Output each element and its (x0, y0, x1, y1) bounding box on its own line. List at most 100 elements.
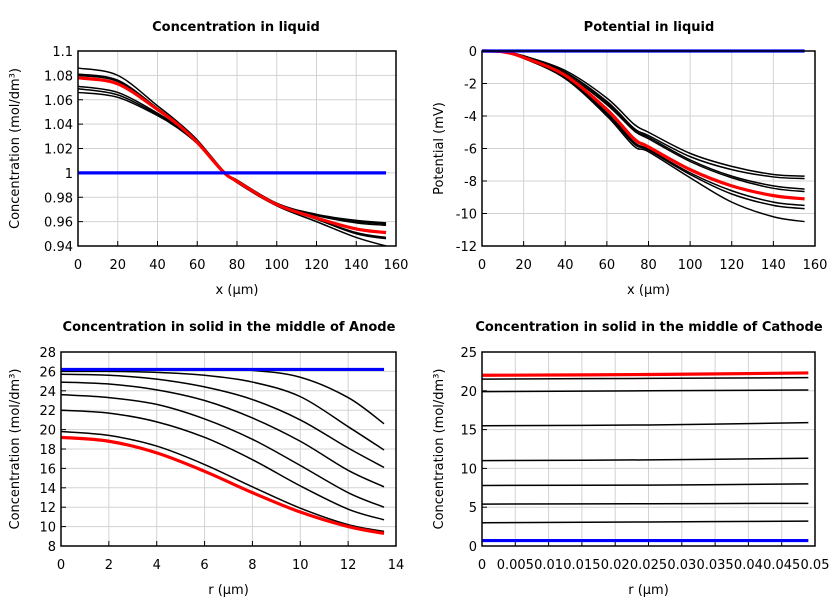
series-line-black (60, 373, 385, 469)
x-tick-label: 0.015 (563, 558, 600, 573)
y-axis-label: Concentration (mol/dm³) (432, 369, 447, 530)
chart-title: Concentration in solid in the middle of … (475, 320, 823, 335)
x-tick-label: 12 (340, 558, 357, 573)
series-line-black (77, 88, 387, 225)
x-tick-label: 20 (109, 258, 126, 273)
series-line-black (481, 421, 809, 427)
y-tick-label: 1.02 (44, 143, 73, 158)
x-axis-label: x (µm) (627, 283, 670, 298)
y-tick-label: -12 (456, 240, 477, 255)
x-tick-label: 10 (292, 558, 309, 573)
x-tick-label: 120 (719, 258, 744, 273)
y-tick-label: 0.96 (44, 216, 73, 231)
series-line-red (481, 49, 805, 201)
subplot-3: Concentration in solid in the middle of … (8, 320, 404, 598)
x-tick-label: 0 (74, 258, 82, 273)
x-tick-label: 0.02 (601, 558, 630, 573)
y-tick-label: 12 (39, 501, 56, 516)
y-tick-label: 1.1 (52, 45, 73, 60)
x-axis-label: r (µm) (208, 583, 249, 598)
x-tick-label: 40 (557, 258, 574, 273)
y-axis-label: Concentration (mol/dm³) (8, 68, 23, 229)
x-tick-label: 2 (105, 558, 113, 573)
x-tick-label: 14 (388, 558, 405, 573)
y-tick-label: 26 (39, 365, 56, 380)
x-tick-label: 4 (153, 558, 161, 573)
y-tick-label: 0.94 (44, 240, 73, 255)
chart-title: Concentration in liquid (152, 20, 320, 35)
series-line-black (481, 50, 805, 177)
x-axis-label: r (µm) (628, 583, 669, 598)
y-tick-label: -2 (464, 78, 477, 93)
series-line-black (481, 483, 809, 487)
y-tick-label: -8 (464, 175, 477, 190)
x-tick-label: 6 (200, 558, 208, 573)
y-tick-label: -6 (464, 143, 477, 158)
x-tick-label: 60 (599, 258, 616, 273)
x-tick-label: 160 (803, 258, 828, 273)
series-line-black (481, 376, 809, 380)
x-tick-label: 0.005 (497, 558, 534, 573)
y-tick-label: 1.04 (44, 118, 73, 133)
x-tick-label: 20 (515, 258, 532, 273)
y-tick-label: -4 (464, 110, 477, 125)
y-axis-label: Potential (mV) (432, 102, 447, 195)
y-tick-label: 14 (39, 482, 56, 497)
y-axis-label: Concentration (mol/dm³) (8, 369, 23, 530)
series-line-black (481, 457, 809, 462)
x-tick-label: 0.05 (801, 558, 830, 573)
y-tick-label: 1.08 (44, 69, 73, 84)
y-tick-label: 8 (48, 540, 56, 555)
subplot-2: Potential in liquid 0 20 40 60 80 100 120 140 160… (432, 20, 827, 298)
series-line-black (60, 409, 385, 521)
x-tick-label: 140 (344, 258, 369, 273)
y-tick-label: 20 (460, 385, 477, 400)
series-line-black (77, 85, 387, 227)
series-line-red (77, 76, 387, 235)
x-tick-label: 8 (248, 558, 256, 573)
chart-title: Potential in liquid (584, 20, 715, 35)
x-axis-label: x (µm) (216, 283, 259, 298)
x-tick-label: 100 (678, 258, 703, 273)
x-tick-label: 0.035 (696, 558, 733, 573)
series-line-red (481, 371, 809, 377)
y-tick-label: 5 (469, 501, 477, 516)
series-line-black (481, 50, 805, 180)
subplot-4: Concentration in solid in the middle of … (432, 320, 829, 598)
y-tick-label: 18 (39, 443, 56, 458)
y-tick-label: 28 (39, 346, 56, 361)
subplot-1: Concentration in liquid 0 20 40 60 80 100 120 14… (8, 20, 408, 298)
series-line-black (60, 370, 385, 451)
x-tick-label: 140 (761, 258, 786, 273)
y-tick-label: 10 (39, 521, 56, 536)
x-tick-label: 0 (478, 258, 486, 273)
y-tick-label: 0.98 (44, 191, 73, 206)
x-tick-label: 160 (384, 258, 409, 273)
x-tick-label: 120 (304, 258, 329, 273)
plot-frame (481, 50, 816, 247)
x-tick-label: 0 (57, 558, 65, 573)
plot-frame (481, 351, 816, 547)
y-tick-label: 22 (39, 404, 56, 419)
x-tick-label: 0.045 (763, 558, 800, 573)
y-tick-label: 15 (460, 424, 477, 439)
y-tick-label: 1 (65, 167, 73, 182)
plot-frame (77, 50, 397, 247)
series-line-black (481, 50, 805, 193)
series-line-red (60, 435, 385, 535)
x-tick-label: 0.04 (734, 558, 763, 573)
series-line-black (481, 502, 809, 505)
x-tick-label: 0.03 (667, 558, 696, 573)
y-tick-label: 10 (460, 462, 477, 477)
y-tick-label: 1.06 (44, 94, 73, 109)
y-tick-label: 24 (39, 385, 56, 400)
x-tick-label: 80 (640, 258, 657, 273)
x-tick-label: 0.01 (534, 558, 563, 573)
y-tick-label: 25 (460, 346, 477, 361)
series-line-black (481, 389, 809, 393)
x-tick-label: 0 (478, 558, 486, 573)
chart-title: Concentration in solid in the middle of … (63, 320, 396, 335)
x-tick-label: 40 (149, 258, 166, 273)
series-line-black (481, 50, 805, 190)
